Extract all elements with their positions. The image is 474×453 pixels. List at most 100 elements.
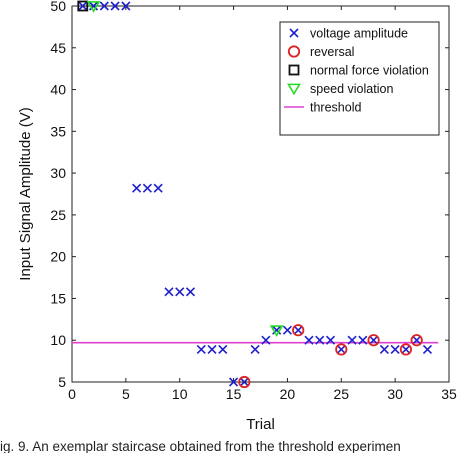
legend-item-threshold: threshold bbox=[284, 101, 361, 115]
voltage-amplitude-point-stroke-b bbox=[196, 344, 206, 354]
y-tick-label: 5 bbox=[58, 374, 66, 390]
voltage-amplitude-point-stroke-b bbox=[325, 335, 336, 345]
y-tick-label: 35 bbox=[50, 123, 66, 139]
legend-marker bbox=[288, 64, 300, 76]
voltage-amplitude-point bbox=[293, 325, 303, 335]
voltage-amplitude-point bbox=[379, 344, 389, 354]
voltage-amplitude-point-stroke-b bbox=[336, 344, 346, 354]
voltage-amplitude-point bbox=[358, 335, 368, 345]
voltage-amplitude-point-stroke-b bbox=[390, 344, 400, 354]
legend-label: speed violation bbox=[310, 82, 393, 96]
voltage-amplitude-point-stroke-b bbox=[99, 1, 109, 11]
voltage-amplitude-point bbox=[390, 344, 400, 354]
voltage-amplitude-point-stroke-b bbox=[250, 344, 260, 354]
speed-violation-point bbox=[86, 1, 101, 13]
y-tick-label: 30 bbox=[50, 165, 66, 181]
voltage-amplitude-point-stroke-b bbox=[142, 183, 152, 193]
legend-marker bbox=[287, 83, 301, 96]
y-tick-label: 10 bbox=[50, 332, 66, 348]
plot-area bbox=[71, 5, 450, 383]
figure-caption: ig. 9. An exemplar staircase obtained fr… bbox=[0, 439, 401, 453]
x-tick-label: 15 bbox=[226, 386, 242, 402]
legend: voltage amplitude reversal normal force vi… bbox=[279, 21, 440, 136]
voltage-amplitude-point bbox=[282, 325, 292, 335]
legend-box bbox=[279, 21, 440, 136]
voltage-amplitude-point bbox=[229, 377, 239, 387]
y-tick-label: 45 bbox=[50, 40, 66, 56]
voltage-amplitude-point-stroke-b bbox=[401, 344, 411, 354]
voltage-amplitude-point bbox=[315, 335, 325, 345]
voltage-amplitude-point bbox=[175, 287, 185, 297]
voltage-amplitude-point-stroke-b bbox=[185, 287, 196, 297]
voltage-amplitude-point-stroke-b bbox=[358, 335, 368, 345]
voltage-amplitude-point-stroke-b bbox=[293, 325, 303, 335]
voltage-amplitude-point bbox=[207, 344, 217, 354]
legend-marker bbox=[289, 28, 299, 38]
x-tick-label: 35 bbox=[441, 386, 457, 402]
reversal-point bbox=[292, 324, 305, 337]
voltage-amplitude-point-stroke-b bbox=[207, 344, 217, 354]
voltage-amplitude-point bbox=[218, 344, 228, 354]
legend-label: threshold bbox=[310, 101, 361, 115]
voltage-amplitude-point bbox=[185, 287, 196, 297]
voltage-amplitude-point-stroke-b bbox=[88, 1, 99, 11]
voltage-amplitude-point-stroke-b bbox=[218, 344, 228, 354]
legend-item-voltage-amplitude: voltage amplitude bbox=[289, 27, 408, 41]
y-tick-label: 40 bbox=[50, 82, 66, 98]
y-tick-label: 15 bbox=[50, 290, 66, 306]
voltage-amplitude-point bbox=[336, 344, 346, 354]
voltage-amplitude-point-stroke-b bbox=[379, 344, 389, 354]
voltage-amplitude-point bbox=[369, 335, 379, 345]
legend-marker-stroke-b bbox=[289, 28, 299, 38]
legend-marker bbox=[287, 45, 301, 58]
voltage-amplitude-point bbox=[401, 344, 411, 354]
x-tick-label: 5 bbox=[122, 386, 130, 402]
voltage-amplitude-point bbox=[142, 183, 152, 193]
normal-force-violation-point bbox=[77, 0, 89, 12]
voltage-amplitude-point-stroke-b bbox=[78, 1, 88, 11]
voltage-amplitude-point bbox=[153, 183, 163, 193]
voltage-amplitude-point bbox=[78, 1, 88, 11]
x-axis-label: Trial bbox=[246, 416, 275, 433]
voltage-amplitude-point-stroke-b bbox=[369, 335, 379, 345]
voltage-amplitude-point-stroke-b bbox=[422, 344, 433, 354]
x-tick-label: 0 bbox=[68, 386, 76, 402]
voltage-amplitude-point-stroke-b bbox=[132, 183, 142, 193]
voltage-amplitude-point-stroke-b bbox=[315, 335, 325, 345]
voltage-amplitude-point-stroke-b bbox=[175, 287, 185, 297]
voltage-amplitude-point bbox=[272, 325, 282, 335]
reversal-point bbox=[238, 375, 251, 389]
voltage-amplitude-point-stroke-b bbox=[153, 183, 163, 193]
voltage-amplitude-point-stroke-b bbox=[412, 335, 422, 345]
x-tick-label: 20 bbox=[280, 386, 296, 402]
voltage-amplitude-point bbox=[110, 1, 120, 11]
voltage-amplitude-point bbox=[196, 344, 206, 354]
voltage-amplitude-point-stroke-b bbox=[261, 335, 271, 345]
voltage-amplitude-point bbox=[261, 335, 271, 345]
voltage-amplitude-point-stroke-b bbox=[347, 335, 357, 345]
legend-label: normal force violation bbox=[310, 64, 429, 78]
legend-item-speed-violation: speed violation bbox=[287, 82, 393, 96]
voltage-amplitude-point bbox=[422, 344, 433, 354]
voltage-amplitude-point-stroke-b bbox=[164, 287, 174, 297]
voltage-amplitude-point bbox=[121, 1, 131, 11]
x-tick-label: 25 bbox=[333, 386, 349, 402]
voltage-amplitude-point bbox=[132, 183, 142, 193]
voltage-amplitude-point bbox=[250, 344, 260, 354]
reversal-point bbox=[335, 343, 348, 356]
legend-item-normal-force-violation: normal force violation bbox=[288, 64, 429, 78]
x-tick-label: 10 bbox=[172, 386, 188, 402]
voltage-amplitude-point bbox=[88, 1, 99, 11]
voltage-amplitude-point bbox=[325, 335, 336, 345]
voltage-amplitude-point bbox=[412, 335, 422, 345]
y-tick-label: 25 bbox=[50, 207, 66, 223]
x-tick-label: 30 bbox=[387, 386, 403, 402]
voltage-amplitude-point bbox=[164, 287, 174, 297]
voltage-amplitude-point bbox=[99, 1, 109, 11]
voltage-amplitude-point-stroke-b bbox=[239, 377, 249, 387]
voltage-amplitude-point-stroke-b bbox=[229, 377, 239, 387]
reversal-point bbox=[410, 334, 423, 347]
legend-item-reversal: reversal bbox=[287, 45, 354, 59]
